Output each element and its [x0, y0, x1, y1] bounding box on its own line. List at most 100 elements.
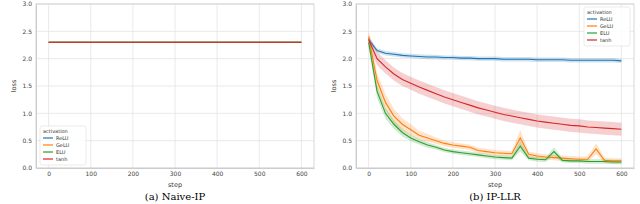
- plot-area: [49, 42, 302, 43]
- x-tick-label: 0: [47, 170, 51, 177]
- x-tick-label: 600: [296, 170, 308, 177]
- legend-title: activation: [587, 9, 612, 15]
- grid-line-x: [368, 4, 369, 168]
- chart-panel: 0 100 200 300 400 500 600 0.0 0.5 1.0 1.5 2.0 2.5 3.0…: [330, 0, 635, 202]
- confidence-band: [369, 37, 622, 164]
- legend-box: [584, 7, 630, 46]
- y-tick-label: 2.5: [342, 28, 352, 35]
- x-tick: 300: [490, 168, 502, 177]
- y-tick: 2.5: [342, 28, 356, 35]
- x-tick: 0: [47, 168, 51, 177]
- legend: activationReLUGeLUELUtanh: [584, 7, 630, 46]
- y-tick-label: 1.0: [22, 110, 32, 117]
- y-tick: 1.0: [22, 110, 36, 117]
- x-tick-label: 200: [128, 170, 140, 177]
- x-tick-label: 400: [212, 170, 224, 177]
- y-axis: 0.0 0.5 1.0 1.5 2.0 2.5 3.0: [342, 0, 356, 171]
- grid-line-x: [90, 4, 91, 168]
- x-tick-label: 100: [86, 170, 98, 177]
- y-tick-label: 0.5: [22, 137, 32, 144]
- legend-swatch: [43, 137, 53, 138]
- legend-swatch: [43, 158, 53, 159]
- x-tick-label: 300: [170, 170, 182, 177]
- grid-line-x: [259, 4, 260, 168]
- series-line: [49, 42, 302, 43]
- legend-swatch: [43, 144, 53, 145]
- x-tick-label: 600: [616, 170, 628, 177]
- legend-label: ReLU: [600, 16, 613, 22]
- y-tick-label: 0.5: [342, 137, 352, 144]
- y-tick-label: 2.0: [22, 55, 32, 62]
- legend-box: [40, 126, 86, 165]
- x-tick-label: 500: [574, 170, 586, 177]
- y-axis-title: loss: [10, 79, 18, 92]
- y-tick-label: 1.5: [22, 82, 32, 89]
- y-tick: 3.0: [22, 0, 36, 7]
- grid-line-x: [132, 4, 133, 168]
- y-tick: 1.5: [342, 82, 356, 89]
- x-axis-title: step: [168, 181, 182, 189]
- legend-swatch: [587, 25, 597, 26]
- series-line: [49, 42, 302, 43]
- legend-title: activation: [43, 128, 68, 134]
- x-tick: 600: [296, 168, 308, 177]
- grid: [356, 4, 634, 168]
- x-tick-label: 400: [532, 170, 544, 177]
- series-line: [49, 42, 302, 43]
- y-tick-label: 3.0: [22, 0, 32, 7]
- x-axis: 0 100 200 300 400 500 600: [37, 168, 315, 177]
- x-tick: 500: [254, 168, 266, 177]
- y-tick: 2.0: [342, 55, 356, 62]
- legend-label: GeLU: [56, 142, 69, 148]
- x-tick-label: 100: [406, 170, 418, 177]
- x-tick: 200: [448, 168, 460, 177]
- confidence-band: [369, 34, 622, 136]
- x-tick: 400: [532, 168, 544, 177]
- y-axis-title: loss: [330, 79, 338, 92]
- y-tick: 0.5: [22, 137, 36, 144]
- grid-line-x: [579, 4, 580, 168]
- y-tick-label: 0.0: [342, 164, 352, 171]
- x-tick: 600: [616, 168, 628, 177]
- grid: [36, 4, 314, 168]
- confidence-band: [369, 37, 622, 63]
- legend-label: ELU: [56, 149, 66, 155]
- y-tick-label: 2.0: [342, 55, 352, 62]
- x-tick-label: 300: [490, 170, 502, 177]
- plot-frame: [36, 4, 314, 168]
- legend-swatch: [43, 151, 53, 152]
- y-tick: 1.0: [342, 110, 356, 117]
- y-tick: 0.0: [22, 164, 36, 171]
- series-line: [369, 40, 622, 130]
- legend-swatch: [587, 32, 597, 33]
- figure: 0 100 200 300 400 500 600 0.0 0.5 1.0 1.5 2.0 2.5 3.0…: [0, 0, 640, 204]
- y-tick-label: 1.5: [342, 82, 352, 89]
- y-axis: 0.0 0.5 1.0 1.5 2.0 2.5 3.0: [22, 0, 36, 171]
- y-tick-label: 1.0: [342, 110, 352, 117]
- grid-line-x: [175, 4, 176, 168]
- x-tick-label: 200: [448, 170, 460, 177]
- y-tick-label: 3.0: [342, 0, 352, 7]
- x-tick: 400: [212, 168, 224, 177]
- series-line: [49, 42, 302, 43]
- grid-line-x: [217, 4, 218, 168]
- y-tick-label: 2.5: [22, 28, 32, 35]
- grid-line-x: [301, 4, 302, 168]
- y-tick: 3.0: [342, 0, 356, 7]
- legend-swatch: [587, 39, 597, 40]
- y-tick: 0.0: [342, 164, 356, 171]
- y-tick: 2.5: [22, 28, 36, 35]
- x-tick: 200: [128, 168, 140, 177]
- legend: activationReLUGeLUELUtanh: [40, 126, 86, 165]
- x-tick: 0: [367, 168, 371, 177]
- legend-label: ReLU: [56, 135, 69, 141]
- chart-title: (b) IP-LLR: [469, 191, 521, 202]
- y-tick: 2.0: [22, 55, 36, 62]
- x-tick: 100: [406, 168, 418, 177]
- y-tick-label: 0.0: [22, 164, 32, 171]
- chart-panel: 0 100 200 300 400 500 600 0.0 0.5 1.0 1.5 2.0 2.5 3.0…: [10, 0, 315, 202]
- series-line: [369, 42, 622, 162]
- legend-label: ELU: [600, 30, 610, 36]
- legend-label: tanh: [600, 37, 611, 43]
- y-tick: 1.5: [22, 82, 36, 89]
